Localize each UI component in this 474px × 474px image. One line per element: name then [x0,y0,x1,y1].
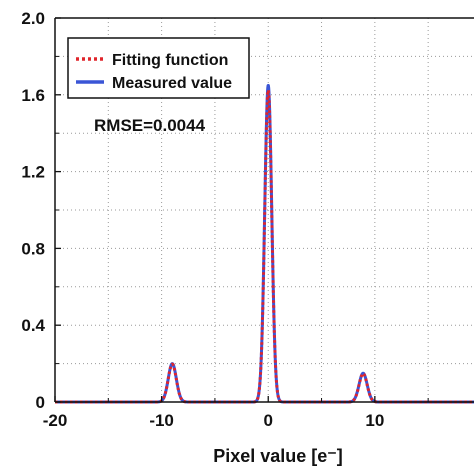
x-axis-title: Pixel value [e⁻] [213,446,343,466]
y-tick-label: 0 [36,393,45,412]
legend-label-measured: Measured value [112,75,232,92]
y-tick-label: 1.2 [21,163,45,182]
y-tick-label: 1.6 [21,86,45,105]
series-fitting-function [55,88,474,404]
y-tick-label: 2.0 [21,9,45,28]
x-tick-label: 0 [263,411,272,430]
x-tick-label: -10 [149,411,174,430]
y-tick-label: 0.4 [21,316,45,335]
x-tick-label: -20 [43,411,68,430]
legend-label-fitting: Fitting function [112,52,228,69]
x-tick-label: 10 [365,411,384,430]
y-tick-label: 0.8 [21,239,45,258]
legend-box [67,37,250,99]
rmse-annotation: RMSE=0.0044 [94,116,206,135]
legend: Fitting function Measured value [67,37,250,99]
tick-labels: 0 0.4 0.8 1.2 1.6 2.0 -20 -10 0 10 [21,9,384,430]
axes [54,17,474,403]
